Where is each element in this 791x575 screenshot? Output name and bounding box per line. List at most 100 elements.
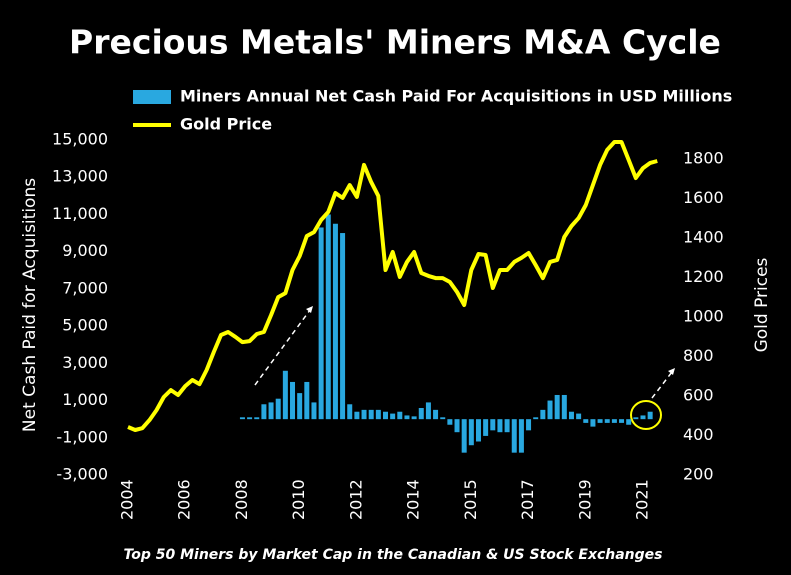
highlight-circle xyxy=(630,400,662,430)
bar xyxy=(447,419,453,425)
legend-swatch xyxy=(133,90,171,104)
bar xyxy=(404,415,410,420)
y-tick-label: 1,000 xyxy=(62,390,108,409)
bar xyxy=(261,404,267,420)
bar xyxy=(390,413,396,420)
bar xyxy=(504,419,510,433)
bar xyxy=(547,400,553,420)
y-axis-label: Net Cash Paid for Acquisitions xyxy=(20,178,40,432)
bar xyxy=(533,417,539,420)
y-tick-label: 7,000 xyxy=(62,278,108,297)
y-tick-label: 9,000 xyxy=(62,241,108,260)
bar xyxy=(282,370,288,420)
x-tick-label: 2004 xyxy=(118,479,137,520)
bar xyxy=(340,233,346,420)
bar xyxy=(604,419,610,423)
bar xyxy=(254,417,260,420)
x-tick-label: 2012 xyxy=(346,479,365,520)
bar xyxy=(433,409,439,420)
y2-tick-label: 200 xyxy=(683,465,714,484)
y-tick-label: -1,000 xyxy=(56,427,108,446)
legend-label: Miners Annual Net Cash Paid For Acquisit… xyxy=(180,87,732,106)
x-tick-label: 2014 xyxy=(404,479,423,520)
bar xyxy=(397,411,403,420)
y2-tick-label: 400 xyxy=(683,425,714,444)
chart-title: Precious Metals' Miners M&A Cycle xyxy=(69,23,721,62)
y2-tick-label: 800 xyxy=(683,346,714,365)
bar xyxy=(561,394,567,420)
x-tick-label: 2006 xyxy=(175,479,194,520)
bar xyxy=(518,419,524,453)
bar xyxy=(239,417,245,420)
bar xyxy=(268,402,274,420)
x-tick-label: 2017 xyxy=(518,479,537,520)
bar xyxy=(483,419,489,436)
bar xyxy=(304,381,310,420)
bar xyxy=(640,415,646,420)
bar xyxy=(318,227,324,420)
bar xyxy=(468,419,474,446)
y2-tick-label: 600 xyxy=(683,386,714,405)
y2-tick-label: 1800 xyxy=(683,149,724,168)
bar xyxy=(354,411,360,420)
bar xyxy=(611,419,617,423)
bar xyxy=(540,409,546,420)
y2-axis-label: Gold Prices xyxy=(752,257,772,352)
y2-tick-label: 1400 xyxy=(683,228,724,247)
bar xyxy=(247,417,253,420)
x-tick-label: 2010 xyxy=(289,479,308,520)
bar xyxy=(626,419,632,425)
bar xyxy=(361,409,367,420)
bar xyxy=(576,413,582,420)
bar xyxy=(440,417,446,420)
bar xyxy=(490,419,496,431)
bar xyxy=(633,417,639,420)
arrow-head xyxy=(306,306,313,313)
footnote: Top 50 Miners by Market Cap in the Canad… xyxy=(123,547,662,563)
y-tick-label: 5,000 xyxy=(62,316,108,335)
bar xyxy=(275,398,281,420)
bar xyxy=(290,381,296,420)
annotation-arrows xyxy=(254,309,673,399)
y2-tick-label: 1600 xyxy=(683,188,724,207)
bar xyxy=(418,408,424,420)
y-tick-label: 3,000 xyxy=(62,353,108,372)
bar xyxy=(368,409,374,420)
bar xyxy=(497,419,503,433)
bar xyxy=(554,394,560,420)
bar xyxy=(511,419,517,453)
bar xyxy=(475,419,481,442)
y-tick-label: 15,000 xyxy=(52,130,108,149)
bar xyxy=(526,419,532,431)
bar xyxy=(454,419,460,433)
y-tick-label: -3,000 xyxy=(56,465,108,484)
bar xyxy=(347,404,353,420)
y2-tick-label: 1000 xyxy=(683,307,724,326)
bar xyxy=(311,402,317,420)
bar xyxy=(297,393,303,420)
bar xyxy=(411,416,417,420)
bar xyxy=(425,402,431,420)
arrow-head xyxy=(668,368,675,375)
bar xyxy=(583,419,589,423)
bar xyxy=(325,214,331,420)
x-tick-label: 2021 xyxy=(633,479,652,520)
legend-label: Gold Price xyxy=(180,115,272,134)
y2-tick-label: 1200 xyxy=(683,267,724,286)
bar xyxy=(590,419,596,427)
x-tick-label: 2015 xyxy=(461,479,480,520)
bar xyxy=(619,419,625,423)
y-tick-label: 13,000 xyxy=(52,167,108,186)
line xyxy=(127,140,658,432)
bar xyxy=(461,419,467,453)
bar xyxy=(647,411,653,420)
x-tick-label: 2008 xyxy=(232,479,251,520)
bar xyxy=(568,411,574,420)
bar xyxy=(375,409,381,420)
bar xyxy=(383,411,388,420)
bar xyxy=(332,223,338,420)
y-tick-label: 11,000 xyxy=(52,204,108,223)
